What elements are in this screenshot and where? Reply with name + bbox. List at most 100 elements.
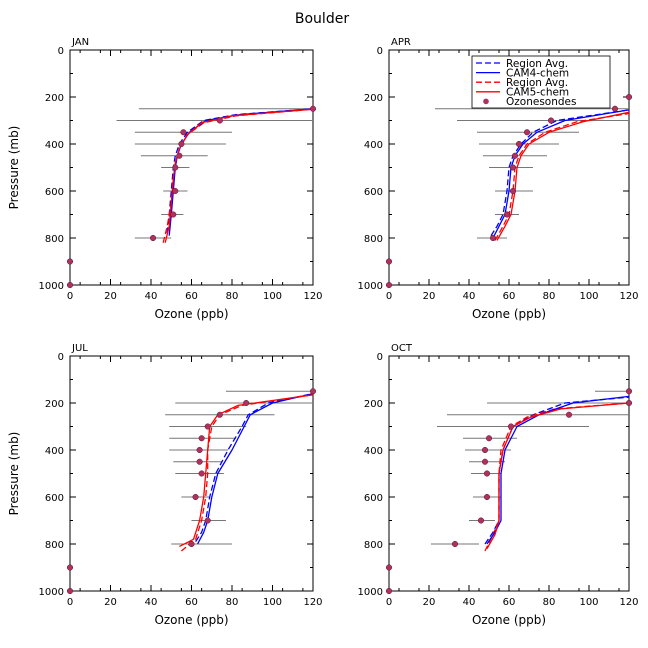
ozonesonde-marker [625,399,633,407]
cam4-region-avg-line [195,392,313,542]
ozonesonde-marker [485,435,493,442]
ozonesonde-marker [149,234,157,242]
x-tick-label: 60 [503,291,516,302]
y-tick-label: 600 [364,187,383,198]
x-tick-label: 0 [67,597,73,608]
x-axis-label: Ozone (ppb) [154,613,228,627]
legend-entry-label: Region Avg. [506,77,568,89]
y-tick-label: 400 [45,446,64,457]
ozonesonde-marker [507,423,515,430]
ozonesonde-marker [198,470,205,477]
ozonesonde-marker [489,234,497,242]
x-tick-label: 20 [104,291,117,302]
x-tick-label: 40 [145,597,158,608]
ozonesonde-marker [309,388,317,395]
y-tick-label: 0 [377,46,383,57]
ozonesonde-marker [481,458,489,465]
ozonesonde-marker [385,258,393,265]
ozonesonde-marker [66,564,74,571]
ozonesonde-marker [204,517,211,524]
y-tick-label: 400 [364,446,383,457]
ozonesonde-marker [385,564,393,571]
cam5-region-avg-line [494,112,629,241]
y-axis-label: Pressure (mb) [7,126,21,210]
x-tick-label: 0 [67,291,73,302]
panel-oct: 0 20 40 60 80 100 120 0 200 400 600 800 1000 Ozone (p… [358,343,639,627]
ozonesonde-marker [385,281,393,289]
ozonesonde-marker [66,281,74,289]
x-tick-label: 120 [619,597,638,608]
ozonesonde-marker [178,140,185,148]
y-tick-label: 1000 [358,281,383,292]
cam4-chem-line [197,392,313,545]
panel-jan: 0 20 40 60 80 100 120 0 200 400 600 800 1000 Ozone (p… [7,37,323,321]
ozonesonde-marker [509,187,517,195]
x-tick-label: 60 [503,597,516,608]
figure-title: Boulder [295,11,349,27]
x-tick-label: 100 [263,291,282,302]
x-tick-label: 80 [226,291,239,302]
x-tick-label: 120 [619,291,638,302]
y-tick-label: 0 [377,352,383,363]
ozonesonde-marker [477,517,485,524]
y-tick-label: 600 [45,187,64,198]
cam4-region-avg-line [490,109,629,237]
ozonesonde-marker [180,129,187,136]
ozonesonde-marker [309,105,317,112]
cam5-chem-line [179,394,313,547]
x-tick-label: 20 [104,597,117,608]
ozonesonde-marker [196,446,203,454]
ozonesonde-marker [198,435,205,442]
cam5-region-avg-line [180,394,313,552]
ozonesonde-marker [483,470,491,477]
plot-frame [388,355,630,592]
plot-area [435,108,629,241]
x-axis-label: Ozone (ppb) [472,613,546,627]
ozonesonde-marker [170,211,177,218]
x-tick-label: 120 [303,597,322,608]
panel-label: JAN [71,37,89,48]
y-axis-label: Pressure (mb) [7,432,21,516]
x-axis-label: Ozone (ppb) [154,307,228,321]
x-tick-label: 100 [579,291,598,302]
ozonesonde-marker [625,93,633,101]
ozonesonde-marker [192,493,199,501]
x-tick-label: 120 [303,291,322,302]
x-tick-label: 40 [145,291,158,302]
y-tick-label: 1000 [39,587,64,598]
y-tick-label: 0 [58,352,64,363]
legend-entry-label: CAM4-chem [506,67,569,79]
x-axis-label: Ozone (ppb) [472,307,546,321]
y-tick-label: 200 [364,93,383,104]
y-tick-label: 0 [58,46,64,57]
ozonesonde-marker [547,117,555,124]
ozonesonde-marker [172,187,179,195]
x-tick-label: 0 [386,291,392,302]
y-tick-label: 200 [364,399,383,410]
cam4-chem-line [492,109,629,239]
x-tick-label: 20 [423,597,436,608]
plot-area [431,390,629,552]
ozonesonde-marker [611,105,619,112]
legend-entry-label: CAM5-chem [506,87,569,99]
ozonesonde-marker [483,493,491,501]
x-tick-label: 80 [543,597,556,608]
x-tick-label: 60 [185,597,198,608]
y-tick-label: 800 [45,234,64,245]
y-tick-label: 800 [45,540,64,551]
ozonesonde-marker [503,211,511,218]
y-tick-label: 800 [364,234,383,245]
ozonesonde-marker [204,423,211,430]
y-tick-label: 200 [45,93,64,104]
x-tick-label: 100 [579,597,598,608]
cam5-chem-line [486,402,629,550]
ozonesonde-marker [509,164,517,171]
ozonesonde-marker [481,446,489,454]
ozonesonde-marker [385,587,393,595]
x-tick-label: 20 [423,291,436,302]
plot-frame [69,49,314,286]
panel-label: APR [391,37,411,48]
ozonesonde-marker [216,411,223,418]
